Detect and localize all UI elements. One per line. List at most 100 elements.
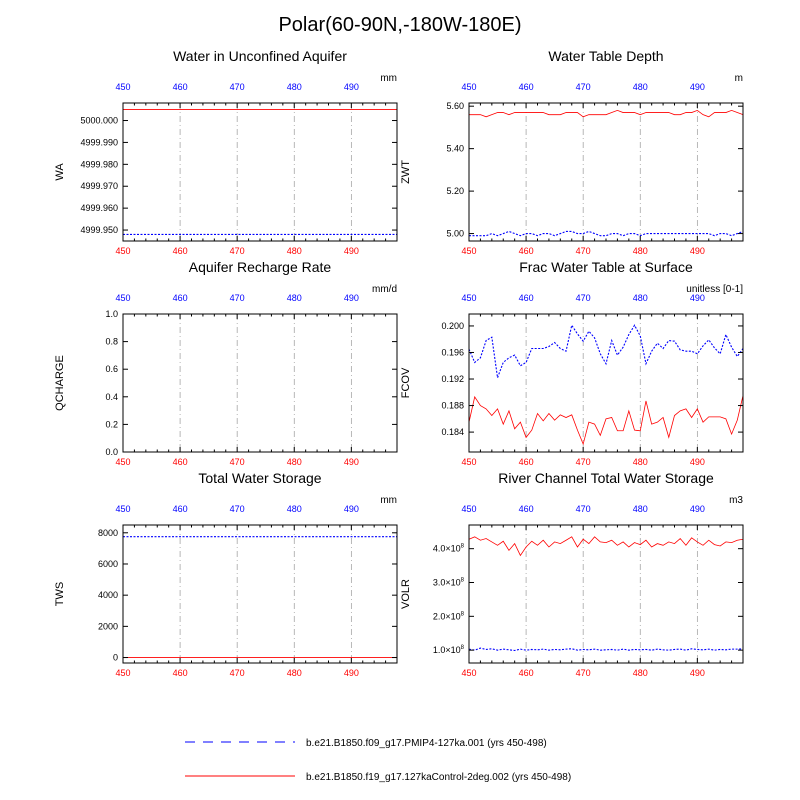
panel-4: Frac Water Table at Surface unitless [0-1… bbox=[400, 259, 744, 467]
y-tick-label-exponent: 8 bbox=[461, 578, 465, 584]
y-tick-label-exponent: 8 bbox=[461, 544, 465, 550]
x-tick-label-bottom: 470 bbox=[576, 246, 591, 256]
x-tick-label-top: 460 bbox=[173, 504, 188, 514]
x-tick-label-bottom: 470 bbox=[230, 457, 245, 467]
panel-title: Total Water Storage bbox=[198, 470, 321, 486]
y-tick-label-mantissa: 1.0 bbox=[433, 645, 446, 655]
x-tick-label-bottom: 460 bbox=[519, 457, 534, 467]
legend: b.e21.B1850.f09_g17.PMIP4-127ka.001 (yrs… bbox=[185, 738, 571, 783]
x-tick-label-bottom: 450 bbox=[115, 246, 130, 256]
x-tick-label-top: 480 bbox=[287, 293, 302, 303]
x-tick-label-top: 460 bbox=[519, 504, 534, 514]
panel-title: River Channel Total Water Storage bbox=[498, 470, 714, 486]
x-tick-label-bottom: 460 bbox=[173, 668, 188, 678]
x-tick-label-bottom: 480 bbox=[287, 246, 302, 256]
y-tick-label: 5.40 bbox=[446, 144, 464, 154]
panel-6: River Channel Total Water Storage m3 VOLR 4… bbox=[400, 470, 744, 678]
x-tick-label-bottom: 480 bbox=[633, 457, 648, 467]
series-line-1 bbox=[469, 230, 744, 237]
x-tick-label-bottom: 490 bbox=[344, 246, 359, 256]
y-tick-label: 4000 bbox=[98, 590, 118, 600]
panel-5: Total Water Storage mm TWS 450 450 460 460 470 4… bbox=[54, 470, 398, 678]
y-tick-label: 4999.970 bbox=[80, 181, 118, 191]
y-tick-label-times: ×10 bbox=[445, 645, 460, 655]
y-tick-label: 3.0×108 bbox=[433, 578, 465, 588]
x-tick-label-top: 480 bbox=[287, 504, 302, 514]
x-tick-label-top: 490 bbox=[690, 504, 705, 514]
series-line-1 bbox=[468, 323, 744, 378]
y-axis-label: QCHARGE bbox=[54, 355, 66, 411]
y-tick-label: 4999.960 bbox=[80, 203, 118, 213]
y-tick-label: 8000 bbox=[98, 528, 118, 538]
y-tick-label: 1.0 bbox=[105, 309, 118, 319]
x-tick-label-bottom: 450 bbox=[115, 668, 130, 678]
x-tick-label-top: 460 bbox=[519, 293, 534, 303]
plot-frame bbox=[468, 313, 744, 453]
series-line-1 bbox=[468, 647, 744, 652]
x-tick-label-bottom: 490 bbox=[690, 246, 705, 256]
x-tick-label-top: 480 bbox=[633, 82, 648, 92]
panel-units: mm bbox=[380, 73, 397, 84]
y-tick-label: 0.8 bbox=[105, 337, 118, 347]
panel-2: Water Table Depth m ZWT 450 450 460 460 470 470 4… bbox=[400, 48, 744, 256]
x-tick-label-top: 460 bbox=[173, 82, 188, 92]
x-tick-label-top: 470 bbox=[576, 293, 591, 303]
y-tick-label-mantissa: 4.0 bbox=[433, 544, 446, 554]
x-tick-label-top: 470 bbox=[230, 504, 245, 514]
x-tick-label-top: 450 bbox=[115, 504, 130, 514]
y-tick-label: 0.4 bbox=[105, 392, 118, 402]
y-tick-label-exponent: 8 bbox=[461, 645, 465, 651]
x-tick-label-bottom: 450 bbox=[461, 668, 476, 678]
figure-title: Polar(60-90N,-180W-180E) bbox=[278, 14, 521, 36]
x-tick-label-top: 490 bbox=[690, 293, 705, 303]
y-tick-label-exponent: 8 bbox=[461, 611, 465, 617]
y-tick-label-times: ×10 bbox=[445, 578, 460, 588]
y-tick-label: 4999.980 bbox=[80, 159, 118, 169]
y-tick-label-times: ×10 bbox=[445, 544, 460, 554]
panel-1: Water in Unconfined Aquifer mm WA 450 450 460… bbox=[54, 48, 398, 256]
x-tick-label-top: 450 bbox=[115, 82, 130, 92]
x-tick-label-bottom: 490 bbox=[690, 668, 705, 678]
panel-title: Water in Unconfined Aquifer bbox=[173, 48, 347, 64]
panel-units: mm bbox=[380, 495, 397, 506]
x-tick-label-bottom: 480 bbox=[287, 668, 302, 678]
x-tick-label-top: 490 bbox=[690, 82, 705, 92]
series-line-2 bbox=[468, 536, 744, 557]
panel-title: Frac Water Table at Surface bbox=[519, 259, 693, 275]
x-tick-label-bottom: 460 bbox=[173, 246, 188, 256]
x-tick-label-top: 450 bbox=[115, 293, 130, 303]
x-tick-label-bottom: 470 bbox=[576, 668, 591, 678]
y-tick-label: 0 bbox=[113, 653, 118, 663]
x-tick-label-bottom: 490 bbox=[690, 457, 705, 467]
y-tick-label: 0.200 bbox=[441, 321, 464, 331]
y-tick-label: 0.188 bbox=[441, 401, 464, 411]
plot-frame bbox=[122, 313, 398, 453]
y-tick-label: 5.60 bbox=[446, 101, 464, 111]
x-tick-label-top: 450 bbox=[461, 82, 476, 92]
x-tick-label-top: 450 bbox=[461, 504, 476, 514]
y-tick-label: 0.196 bbox=[441, 347, 464, 357]
x-tick-label-top: 480 bbox=[633, 293, 648, 303]
x-tick-label-top: 460 bbox=[519, 82, 534, 92]
x-tick-label-top: 490 bbox=[344, 293, 359, 303]
x-tick-label-bottom: 450 bbox=[461, 457, 476, 467]
x-tick-label-top: 470 bbox=[576, 504, 591, 514]
legend-label-series-2: b.e21.B1850.f19_g17.127kaControl-2deg.00… bbox=[306, 772, 571, 783]
y-tick-label: 0.6 bbox=[105, 364, 118, 374]
x-tick-label-bottom: 460 bbox=[519, 246, 534, 256]
x-tick-label-bottom: 490 bbox=[344, 457, 359, 467]
panel-units: mm/d bbox=[372, 284, 397, 295]
legend-label-series-1: b.e21.B1850.f09_g17.PMIP4-127ka.001 (yrs… bbox=[306, 738, 547, 749]
y-axis-label: WA bbox=[54, 163, 66, 181]
x-tick-label-bottom: 460 bbox=[173, 457, 188, 467]
panel-units: m3 bbox=[729, 495, 743, 506]
x-tick-label-bottom: 490 bbox=[344, 668, 359, 678]
x-tick-label-top: 480 bbox=[287, 82, 302, 92]
y-tick-label: 1.0×108 bbox=[433, 645, 465, 655]
x-tick-label-bottom: 470 bbox=[230, 246, 245, 256]
y-axis-label: VOLR bbox=[400, 579, 412, 609]
panel-3: Aquifer Recharge Rate mm/d QCHARGE 450 450 46… bbox=[54, 259, 398, 467]
y-tick-label-mantissa: 2.0 bbox=[433, 611, 446, 621]
y-tick-label: 0.2 bbox=[105, 419, 118, 429]
panel-title: Aquifer Recharge Rate bbox=[189, 259, 332, 275]
